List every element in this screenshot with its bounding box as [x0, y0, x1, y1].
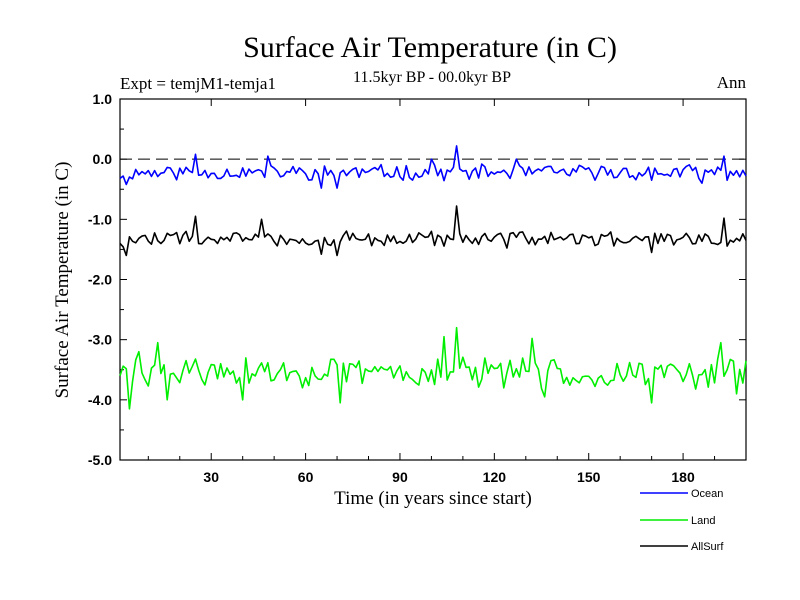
y-axis-label: Surface Air Temperature (in C): [52, 162, 73, 399]
y-tick-label: 0.0: [93, 151, 113, 167]
series-line-land: [119, 326, 747, 410]
x-tick-label: 30: [203, 469, 219, 485]
y-tick-label: -2.0: [88, 272, 112, 288]
series-lines: [119, 145, 747, 410]
chart-subtitle: 11.5kyr BP - 00.0kyr BP: [353, 69, 511, 86]
y-tick-label: -5.0: [88, 452, 112, 468]
experiment-label: Expt = temjM1-temja1: [120, 74, 276, 93]
x-axis-label: Time (in years since start): [334, 488, 532, 509]
x-tick-label: 150: [577, 469, 601, 485]
plot-area: [119, 98, 747, 461]
legend-label-land: Land: [691, 515, 715, 527]
chart-title: Surface Air Temperature (in C): [243, 31, 617, 64]
period-label: Ann: [717, 73, 747, 92]
y-tick-label: 1.0: [93, 91, 113, 107]
y-tick-label: -1.0: [88, 211, 112, 227]
legend-label-allsurf: AllSurf: [691, 541, 724, 553]
series-line-allsurf: [119, 205, 747, 257]
y-tick-label: -3.0: [88, 332, 112, 348]
x-tick-label: 60: [298, 469, 314, 485]
legend-label-ocean: Ocean: [691, 488, 723, 500]
x-tick-label: 90: [392, 469, 408, 485]
legend: Ocean Land AllSurf: [640, 488, 724, 553]
x-tick-label: 120: [483, 469, 507, 485]
x-tick-label: 180: [671, 469, 695, 485]
series-line-ocean: [119, 145, 747, 189]
x-axis: 30 60 90 120 150 180: [147, 99, 716, 485]
y-axis: 1.0 0.0 -1.0 -2.0 -3.0 -4.0 -5.0: [88, 91, 746, 468]
y-tick-label: -4.0: [88, 392, 112, 408]
